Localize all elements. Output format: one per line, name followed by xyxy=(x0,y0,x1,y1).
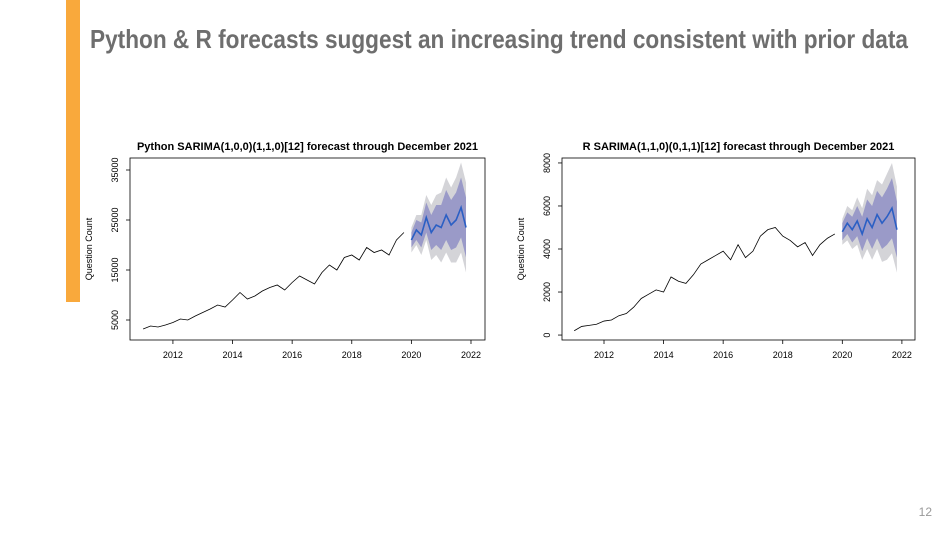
y-tick-label: 35000 xyxy=(110,157,120,182)
x-tick-label: 2014 xyxy=(654,350,674,360)
y-tick-label: 8000 xyxy=(542,153,552,173)
band-80 xyxy=(842,178,897,258)
x-tick-label: 2018 xyxy=(773,350,793,360)
history-line xyxy=(142,232,405,330)
x-tick-label: 2016 xyxy=(282,350,302,360)
history-line xyxy=(574,227,836,332)
forecast-line xyxy=(410,204,467,241)
x-tick-label: 2022 xyxy=(461,350,481,360)
y-tick-label: 6000 xyxy=(542,196,552,216)
accent-bar xyxy=(66,0,80,302)
x-tick-label: 2020 xyxy=(401,350,421,360)
page-number: 12 xyxy=(919,505,933,519)
x-tick-label: 2018 xyxy=(342,350,362,360)
plot-box xyxy=(129,157,486,341)
y-axis-label: Question Count xyxy=(516,217,526,280)
slide-title: Python & R forecasts suggest an increasi… xyxy=(90,24,908,54)
x-tick-label: 2020 xyxy=(832,350,852,360)
forecast-line xyxy=(841,205,898,237)
y-tick-label: 15000 xyxy=(110,257,120,282)
band-80 xyxy=(411,177,467,258)
x-tick-label: 2014 xyxy=(223,350,243,360)
y-tick-label: 5000 xyxy=(110,310,120,330)
x-tick-label: 2016 xyxy=(713,350,733,360)
y-tick-label: 25000 xyxy=(110,207,120,232)
chart-title: R SARIMA(1,1,0)(0,1,1)[12] forecast thro… xyxy=(583,141,895,153)
y-tick-label: 4000 xyxy=(542,239,552,259)
y-tick-label: 0 xyxy=(542,333,552,338)
y-tick-label: 2000 xyxy=(542,282,552,302)
x-tick-label: 2022 xyxy=(892,350,912,360)
x-tick-label: 2012 xyxy=(594,350,614,360)
x-tick-label: 2012 xyxy=(163,350,183,360)
chart-title: Python SARIMA(1,0,0)(1,1,0)[12] forecast… xyxy=(137,141,478,153)
y-axis-label: Question Count xyxy=(84,217,94,280)
